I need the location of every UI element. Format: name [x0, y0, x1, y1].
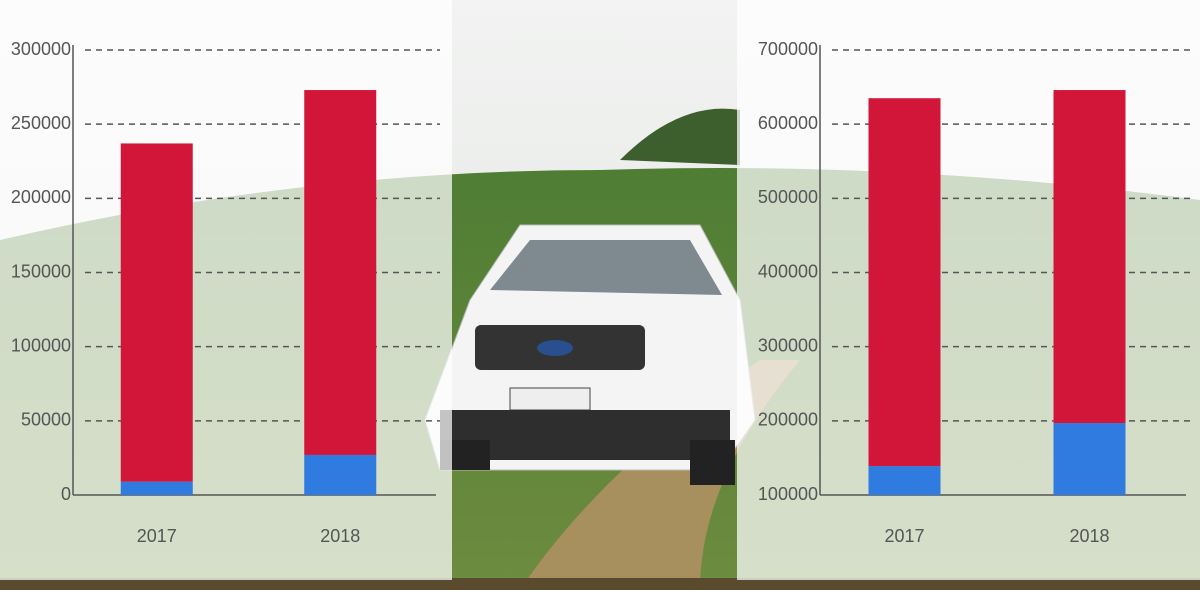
bar-segment: [304, 90, 377, 455]
x-tick-label: 2018: [320, 526, 360, 546]
bar-segment: [120, 143, 193, 482]
bar-segment: [304, 454, 377, 495]
bar-segment: [868, 466, 941, 495]
y-tick-label: 100000: [758, 484, 818, 504]
y-tick-label: 500000: [758, 187, 818, 207]
y-tick-label: 150000: [11, 261, 71, 281]
y-tick-label: 700000: [758, 39, 818, 59]
y-tick-label: 0: [61, 484, 71, 504]
y-tick-label: 300000: [11, 39, 71, 59]
y-tick-label: 50000: [21, 410, 71, 430]
chart-panel: [0, 0, 452, 580]
bar-segment: [120, 481, 193, 495]
bar-segment: [868, 98, 941, 467]
y-tick-label: 600000: [758, 113, 818, 133]
bar-segment: [1053, 423, 1126, 495]
y-tick-label: 250000: [11, 113, 71, 133]
x-tick-label: 2018: [1069, 526, 1109, 546]
x-tick-label: 2017: [137, 526, 177, 546]
y-tick-label: 200000: [11, 187, 71, 207]
y-tick-label: 100000: [11, 335, 71, 355]
y-tick-label: 300000: [758, 335, 818, 355]
y-tick-label: 200000: [758, 410, 818, 430]
y-tick-label: 400000: [758, 261, 818, 281]
x-tick-label: 2017: [884, 526, 924, 546]
bar-segment: [1053, 90, 1126, 424]
